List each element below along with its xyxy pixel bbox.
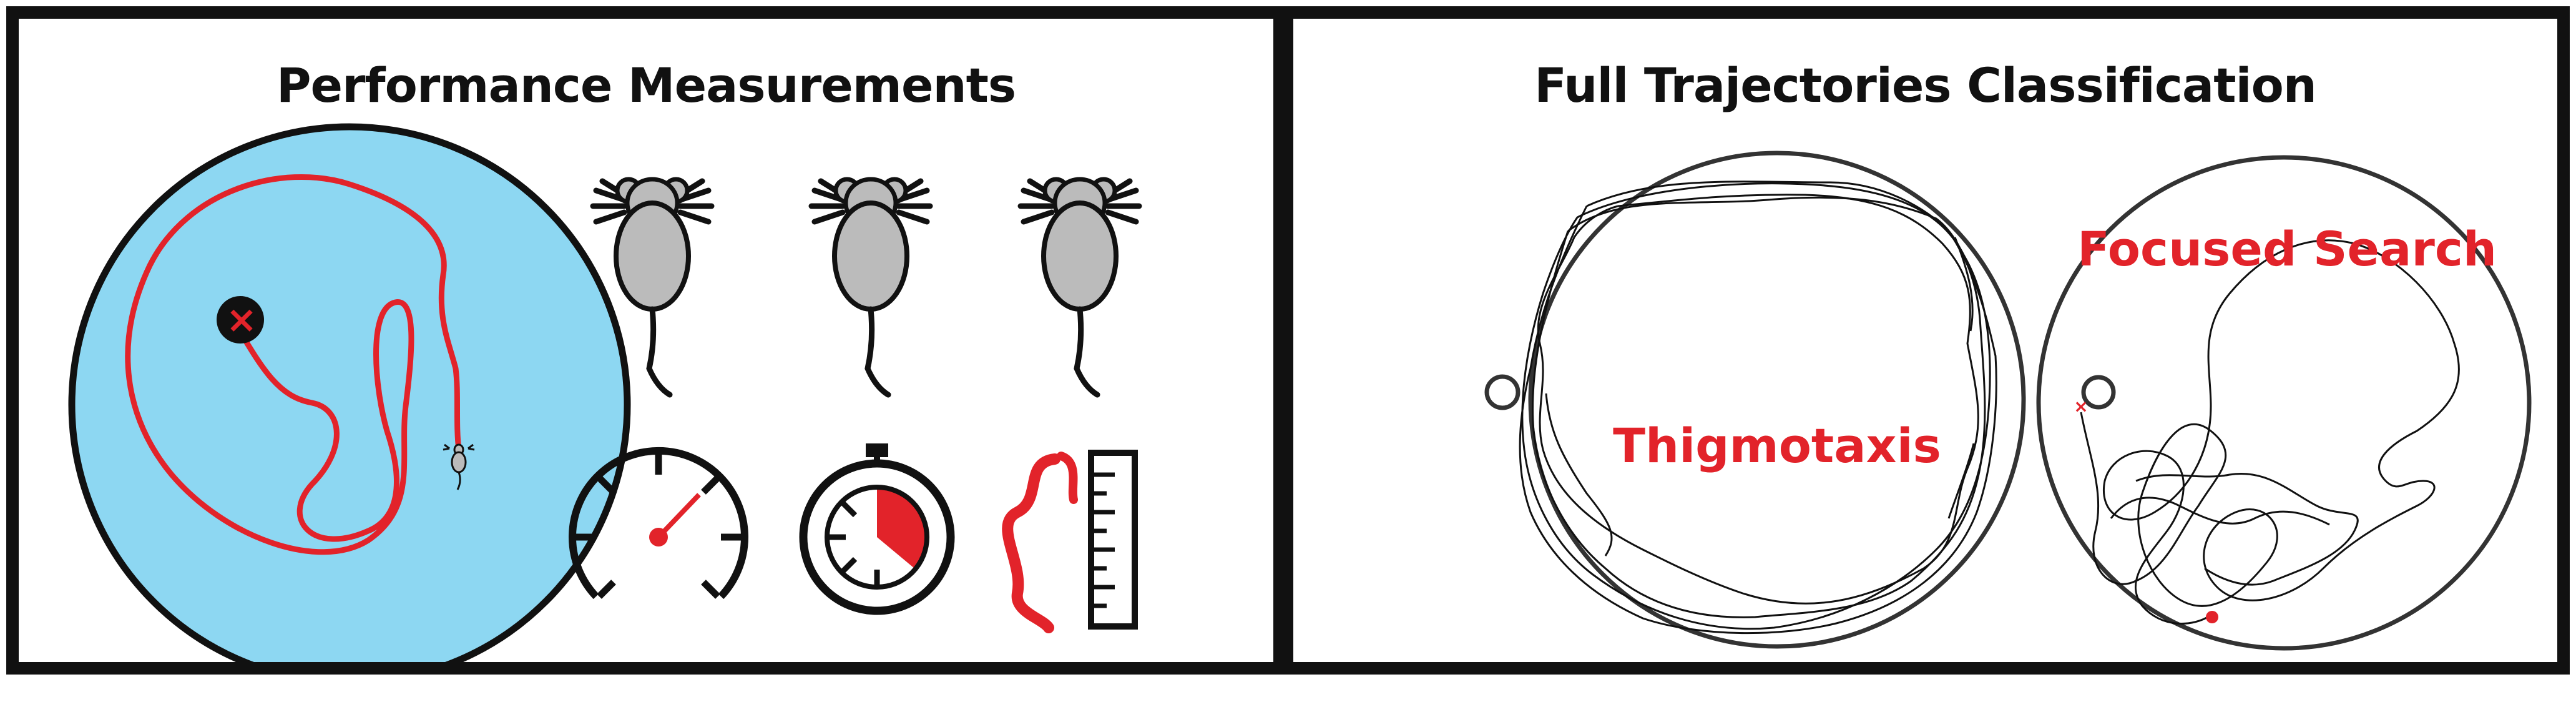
stopwatch-icon bbox=[799, 443, 955, 615]
platform-marker bbox=[2081, 375, 2116, 410]
focused-search-label: Focused Search bbox=[2077, 221, 2497, 277]
trajectory-diagram: Thigmotaxis × Focused Search bbox=[1484, 151, 2532, 651]
pool-circle bbox=[1528, 151, 2026, 649]
mouse-icon bbox=[1017, 177, 1142, 398]
trajectory-lines bbox=[2080, 239, 2460, 625]
platform-marker bbox=[1484, 374, 1521, 410]
performance-measurements-panel: Performance Measurements × bbox=[6, 6, 1286, 675]
swim-path bbox=[125, 174, 462, 555]
start-x-mark: × bbox=[2074, 396, 2088, 417]
platform-marker bbox=[217, 296, 264, 344]
small-mouse-icon bbox=[443, 443, 475, 490]
mouse-icon bbox=[808, 177, 933, 398]
platform-x-mark: × bbox=[226, 298, 257, 342]
focused-search-pool: × Focused Search bbox=[2036, 155, 2532, 651]
water-maze-pool: × bbox=[68, 123, 631, 662]
trajectories-classification-panel: Full Trajectories Classification Thigmot… bbox=[1281, 6, 2570, 675]
panel-title: Performance Measurements bbox=[276, 57, 1016, 113]
panel-title: Full Trajectories Classification bbox=[1534, 57, 2317, 113]
pool-circle bbox=[2036, 155, 2532, 651]
performance-diagram: × bbox=[68, 123, 1142, 662]
ruler-path-icon bbox=[1002, 450, 1138, 633]
trajectory-lines bbox=[1519, 180, 1997, 635]
speedometer-icon bbox=[569, 447, 748, 600]
mouse-icon bbox=[590, 177, 715, 398]
thigmotaxis-label: Thigmotaxis bbox=[1613, 418, 1941, 473]
pool-circle bbox=[68, 123, 631, 662]
end-point-marker bbox=[2206, 611, 2218, 623]
thigmotaxis-pool: Thigmotaxis bbox=[1484, 151, 2026, 649]
